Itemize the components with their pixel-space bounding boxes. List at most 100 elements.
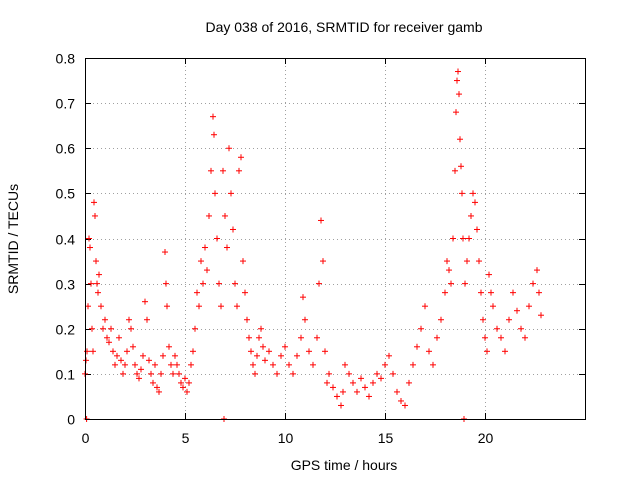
data-point xyxy=(146,357,152,364)
data-point xyxy=(472,199,478,206)
data-point xyxy=(410,361,416,368)
data-point xyxy=(158,370,164,377)
y-tick-labels: 0 0.1 0.2 0.3 0.4 0.5 0.6 0.7 0.8 xyxy=(56,51,76,428)
data-point xyxy=(406,379,412,386)
data-point xyxy=(536,289,542,296)
data-point xyxy=(486,271,492,278)
data-points xyxy=(82,68,544,422)
data-point xyxy=(464,258,470,265)
data-point xyxy=(92,212,98,219)
data-point xyxy=(490,303,496,310)
data-point xyxy=(502,348,508,355)
data-point xyxy=(152,361,158,368)
data-point xyxy=(208,167,214,174)
data-point xyxy=(192,325,198,332)
data-point xyxy=(218,303,224,310)
data-point xyxy=(266,348,272,355)
data-point xyxy=(163,280,169,287)
data-point xyxy=(378,375,384,382)
data-point xyxy=(246,334,252,341)
data-point xyxy=(278,352,284,359)
y-tick-label: 0.6 xyxy=(56,141,76,157)
data-point xyxy=(452,167,458,174)
data-point xyxy=(254,352,260,359)
data-point xyxy=(302,316,308,323)
data-point xyxy=(346,370,352,377)
data-point xyxy=(226,145,232,152)
data-point xyxy=(230,226,236,233)
data-point xyxy=(430,361,436,368)
data-point xyxy=(212,190,218,197)
y-tick-label: 0 xyxy=(67,412,75,428)
y-axis-label: SRMTID / TECUs xyxy=(5,184,21,294)
y-tick-label: 0.3 xyxy=(56,277,76,293)
data-point xyxy=(130,343,136,350)
data-point xyxy=(394,388,400,395)
data-point xyxy=(478,289,484,296)
y-tick-label: 0.4 xyxy=(56,232,76,248)
x-tick-label: 0 xyxy=(82,430,90,446)
data-point xyxy=(398,397,404,404)
data-point xyxy=(442,289,448,296)
data-point xyxy=(144,316,150,323)
chart-title: Day 038 of 2016, SRMTID for receiver gam… xyxy=(205,19,482,35)
data-point xyxy=(232,280,238,287)
data-point xyxy=(458,163,464,170)
data-point xyxy=(310,361,316,368)
data-point xyxy=(178,379,184,386)
data-point xyxy=(298,334,304,341)
data-point xyxy=(176,370,182,377)
x-tick-label: 20 xyxy=(478,430,494,446)
data-point xyxy=(180,384,186,391)
data-point xyxy=(186,379,192,386)
data-point xyxy=(498,334,504,341)
data-point xyxy=(100,325,106,332)
data-point xyxy=(306,348,312,355)
data-point xyxy=(466,235,472,242)
data-point xyxy=(162,249,168,256)
data-point xyxy=(370,379,376,386)
data-point xyxy=(86,235,92,242)
data-point xyxy=(206,212,212,219)
data-point xyxy=(136,375,142,382)
data-point xyxy=(96,271,102,278)
data-point xyxy=(200,280,206,287)
data-point xyxy=(326,370,332,377)
data-point xyxy=(194,289,200,296)
data-point xyxy=(190,348,196,355)
data-point xyxy=(538,312,544,319)
data-point xyxy=(459,190,465,197)
data-point xyxy=(214,235,220,242)
plot-frame xyxy=(85,58,586,420)
x-axis-label: GPS time / hours xyxy=(291,457,398,473)
data-point xyxy=(453,109,459,116)
data-point xyxy=(150,379,156,386)
data-point xyxy=(450,235,456,242)
data-point xyxy=(220,167,226,174)
data-point xyxy=(320,258,326,265)
data-point xyxy=(140,352,146,359)
data-point xyxy=(456,91,462,98)
data-point xyxy=(358,375,364,382)
data-point xyxy=(474,226,480,233)
y-tick-label: 0.7 xyxy=(56,96,76,112)
data-point xyxy=(482,334,488,341)
data-point xyxy=(224,244,230,251)
data-point xyxy=(142,298,148,305)
data-point xyxy=(274,370,280,377)
data-point xyxy=(484,348,490,355)
data-point xyxy=(156,388,162,395)
data-point xyxy=(252,370,258,377)
data-point xyxy=(522,334,528,341)
data-point xyxy=(91,199,97,206)
data-point xyxy=(256,334,262,341)
data-point xyxy=(118,357,124,364)
data-point xyxy=(110,348,116,355)
data-point xyxy=(90,348,96,355)
data-point xyxy=(340,388,346,395)
data-point xyxy=(386,352,392,359)
data-point xyxy=(422,303,428,310)
data-point xyxy=(426,348,432,355)
data-point xyxy=(434,334,440,341)
data-point xyxy=(120,370,126,377)
